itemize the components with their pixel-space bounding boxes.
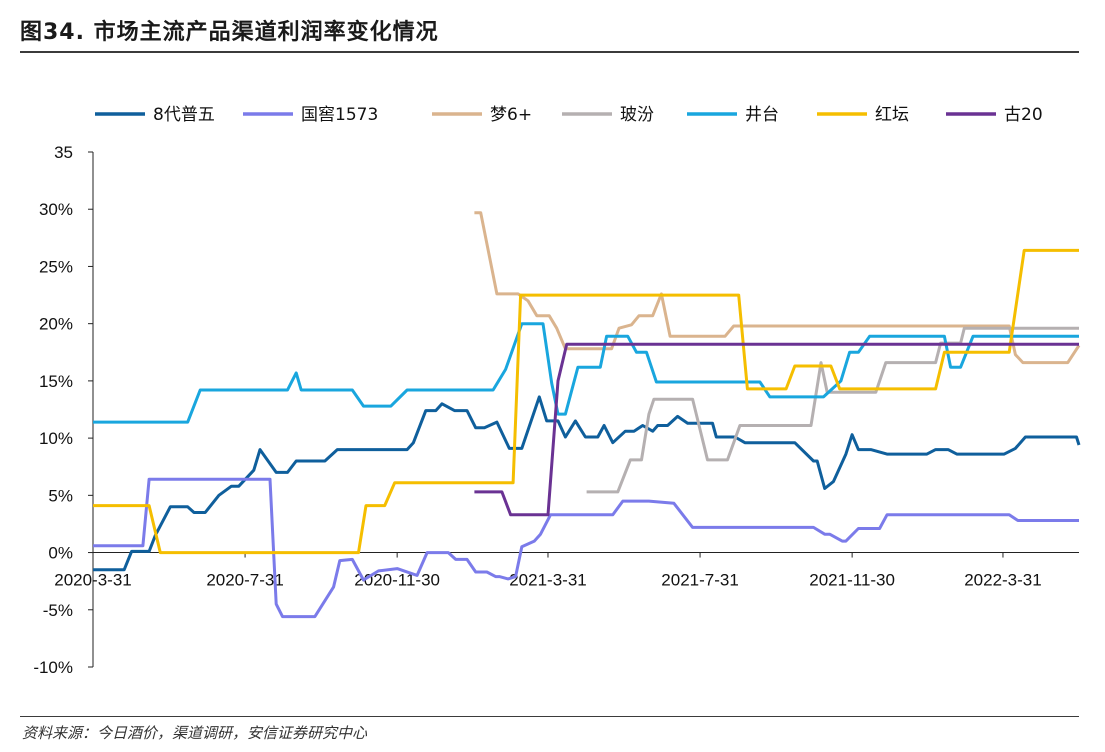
legend-label-2: 梦6+ — [490, 105, 532, 125]
y-tick-label: 5% — [48, 486, 73, 505]
legend-label-5: 红坛 — [875, 105, 909, 125]
series-line-6 — [474, 342, 1079, 517]
x-tick-label: 2020-7-31 — [206, 571, 284, 590]
title-divider — [20, 51, 1079, 53]
series-line-1 — [93, 477, 1079, 619]
y-tick-label: -10% — [33, 658, 73, 677]
legend-label-4: 井台 — [745, 105, 779, 125]
legend-label-1: 国窖1573 — [301, 105, 378, 125]
y-tick-label: 20% — [39, 315, 73, 334]
y-tick-label: -5% — [43, 601, 73, 620]
x-tick-label: 2022-3-31 — [964, 571, 1042, 590]
x-tick-label: 2021-11-30 — [809, 571, 895, 590]
series-line-2 — [474, 211, 1081, 365]
series-line-4 — [93, 322, 1079, 424]
y-tick-label: 15% — [39, 372, 73, 391]
y-tick-label: 0% — [48, 544, 73, 563]
footer-divider — [20, 716, 1079, 717]
series-lines — [93, 211, 1081, 619]
series-line-3 — [586, 326, 1079, 494]
legend-label-0: 8代普五 — [153, 105, 215, 125]
x-tick-label: 2021-3-31 — [509, 571, 587, 590]
x-tick-label: 2020-11-30 — [354, 571, 440, 590]
x-tick-label: 2020-3-31 — [54, 571, 132, 590]
legend: 8代普五 国窖1573 梦6+ 玻汾 井台 红坛 古20 — [95, 105, 1043, 125]
y-tick-label: 25% — [39, 257, 73, 276]
y-tick-label: 30% — [39, 200, 73, 219]
series-line-5 — [93, 248, 1079, 555]
legend-label-6: 古20 — [1004, 105, 1043, 125]
source-note: 资料来源：今日酒价，渠道调研，安信证券研究中心 — [22, 724, 368, 742]
x-tick-label: 2021-7-31 — [661, 571, 739, 590]
y-tick-label: 35 — [54, 143, 73, 162]
series-line-0 — [93, 395, 1081, 572]
y-tick-label: 10% — [39, 429, 73, 448]
axes: 35 30% 25% 20% 15% 10% 5% 0% -5% -10% 2020-3-31 202… — [33, 143, 1079, 677]
chart-title: 图34. 市场主流产品渠道利润率变化情况 — [20, 20, 439, 45]
legend-label-3: 玻汾 — [620, 105, 654, 125]
